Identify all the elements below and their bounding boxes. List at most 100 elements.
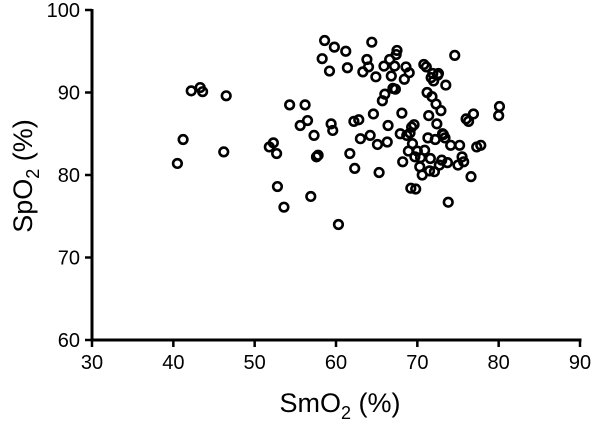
data-point-80 [423,165,436,177]
data-point-37 [364,129,376,141]
data-point-4 [197,86,209,98]
data-point-45 [379,88,391,100]
data-point-99 [441,157,454,169]
data-point-20 [316,53,328,65]
x-axis-title: SmO2 (%) [279,388,400,422]
x-axis-title-unit: (%) [351,388,401,418]
data-point-67 [408,119,420,131]
data-point-5 [218,146,230,158]
x-axis-title-sub: 2 [341,403,351,422]
data-point-24 [327,124,339,137]
data-point-81 [424,152,436,165]
y-tick-label-3: 90 [58,83,80,105]
data-point-56 [396,107,408,119]
data-point-75 [419,144,431,156]
y-axis-title-sub: 2 [23,169,43,179]
data-point-112 [475,139,487,151]
data-point-114 [493,100,506,113]
x-tick-label-0: 30 [81,352,103,374]
data-point-57 [397,156,409,168]
data-point-32 [353,114,365,126]
data-point-68 [409,151,421,163]
points-layer [171,34,506,231]
data-point-15 [301,114,314,127]
data-point-101 [445,139,457,151]
data-point-105 [456,151,468,163]
data-point-0 [171,157,183,170]
data-point-102 [449,49,461,61]
x-tick-label-3: 60 [325,352,347,374]
data-point-21 [319,34,331,47]
data-point-108 [462,115,475,127]
data-point-28 [341,62,353,74]
y-axis-title: SpO2 (%) [8,119,43,233]
data-point-97 [439,132,451,144]
x-tick-label-2: 50 [244,352,266,374]
data-point-107 [460,113,472,125]
data-point-64 [405,182,417,194]
data-point-98 [440,79,452,91]
data-point-39 [367,108,380,120]
data-point-104 [454,139,466,151]
y-axis-title-unit: (%) [8,119,38,169]
data-point-6 [220,90,232,102]
data-point-69 [410,183,422,195]
data-point-65 [406,121,418,133]
data-point-38 [366,36,378,48]
x-tick-label-1: 40 [162,352,184,374]
data-point-54 [391,44,403,57]
data-point-51 [388,60,401,72]
data-point-93 [435,105,447,117]
y-tick-label-0: 60 [58,330,80,352]
data-point-36 [362,61,375,73]
y-tick-label-4: 100 [47,0,80,22]
data-point-10 [271,180,284,193]
data-point-62 [403,67,415,79]
data-point-49 [385,70,397,82]
data-point-23 [325,118,337,130]
data-point-46 [381,136,393,148]
data-point-52 [389,83,401,95]
data-point-16 [305,190,317,203]
data-point-13 [294,119,306,132]
data-point-79 [423,109,435,122]
data-point-25 [328,41,340,53]
data-point-26 [332,218,345,231]
x-tick-label-5: 80 [488,352,510,374]
data-point-1 [177,133,189,146]
x-tick-label-4: 70 [406,352,428,374]
y-tick-label-1: 70 [58,248,80,270]
data-point-9 [271,147,283,160]
data-point-63 [404,127,416,139]
data-point-14 [299,99,311,111]
x-tick-label-6: 90 [569,352,591,374]
data-point-41 [371,138,384,151]
data-point-47 [382,119,394,132]
data-point-87 [429,133,441,146]
data-point-8 [267,137,279,149]
data-point-33 [354,133,367,145]
data-point-106 [458,156,470,168]
data-point-44 [378,60,390,72]
data-point-18 [310,151,323,163]
data-point-74 [418,58,430,71]
data-point-12 [284,99,296,111]
data-point-109 [465,171,477,183]
data-point-40 [370,71,382,83]
data-point-76 [420,61,432,73]
x-axis-title-main: SmO [279,388,341,418]
data-point-31 [349,162,361,174]
data-point-66 [406,138,419,150]
data-point-42 [373,166,385,179]
y-axis-title-main: SpO [8,179,38,233]
data-point-29 [344,147,356,160]
ticks-layer: 30 40 50 60 70 80 90 60 70 80 90 100 [47,0,592,374]
data-point-91 [432,67,445,80]
data-point-27 [340,45,352,57]
data-point-100 [442,196,454,208]
data-point-89 [431,118,443,130]
data-point-94 [436,154,448,166]
data-point-113 [493,109,505,122]
data-point-110 [467,108,480,120]
